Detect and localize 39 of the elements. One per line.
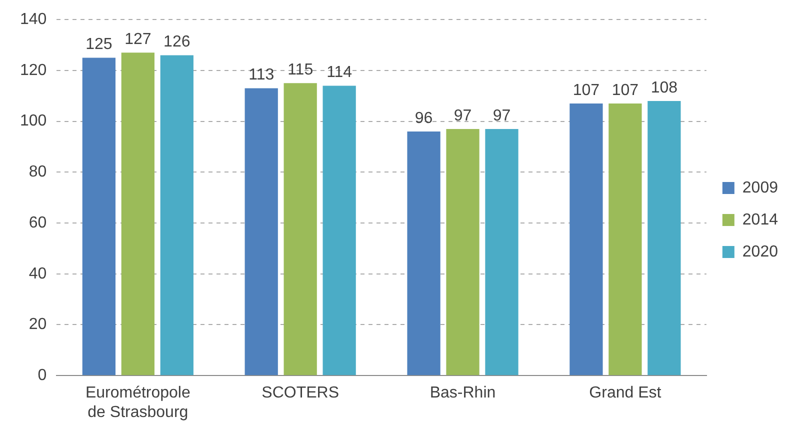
bar [160, 55, 194, 376]
bar [284, 83, 317, 376]
y-tick-label: 140 [20, 11, 47, 28]
data-label: 113 [248, 66, 274, 84]
bar [121, 52, 154, 376]
y-tick-label: 60 [28, 214, 47, 232]
x-tick-label: SCOTERS [262, 384, 340, 402]
data-label: 107 [612, 82, 639, 99]
bar [648, 100, 681, 376]
bar [446, 128, 480, 376]
data-label: 126 [164, 34, 190, 51]
bar [82, 58, 116, 376]
legend-label: 2020 [742, 243, 778, 260]
bar [570, 104, 603, 376]
data-label: 108 [650, 79, 678, 96]
data-label: 125 [86, 36, 112, 54]
y-tick-label: 40 [28, 265, 47, 282]
y-tick-label: 0 [38, 367, 47, 384]
x-tick-label: Bas-Rhin [430, 384, 496, 402]
data-label: 115 [288, 62, 314, 79]
bar [322, 86, 356, 376]
legend-label: 2009 [742, 179, 778, 196]
data-label: 97 [454, 107, 472, 124]
bar [608, 104, 642, 376]
y-tick-label: 20 [28, 316, 47, 334]
data-label: 96 [414, 110, 433, 127]
data-label: 114 [326, 64, 352, 82]
data-label: 107 [572, 82, 600, 99]
data-label: 97 [492, 107, 511, 124]
legend-label: 2014 [742, 211, 778, 228]
x-tick-label: Grand Est [589, 384, 662, 402]
data-label: 127 [124, 31, 152, 48]
x-tick-label: Eurométropole de Strasbourg [85, 384, 190, 421]
bar [244, 88, 278, 376]
y-tick-label: 120 [20, 62, 47, 79]
bar [485, 128, 518, 376]
y-tick-label: 80 [28, 164, 47, 181]
y-tick-label: 100 [20, 112, 47, 130]
bar [407, 131, 440, 376]
